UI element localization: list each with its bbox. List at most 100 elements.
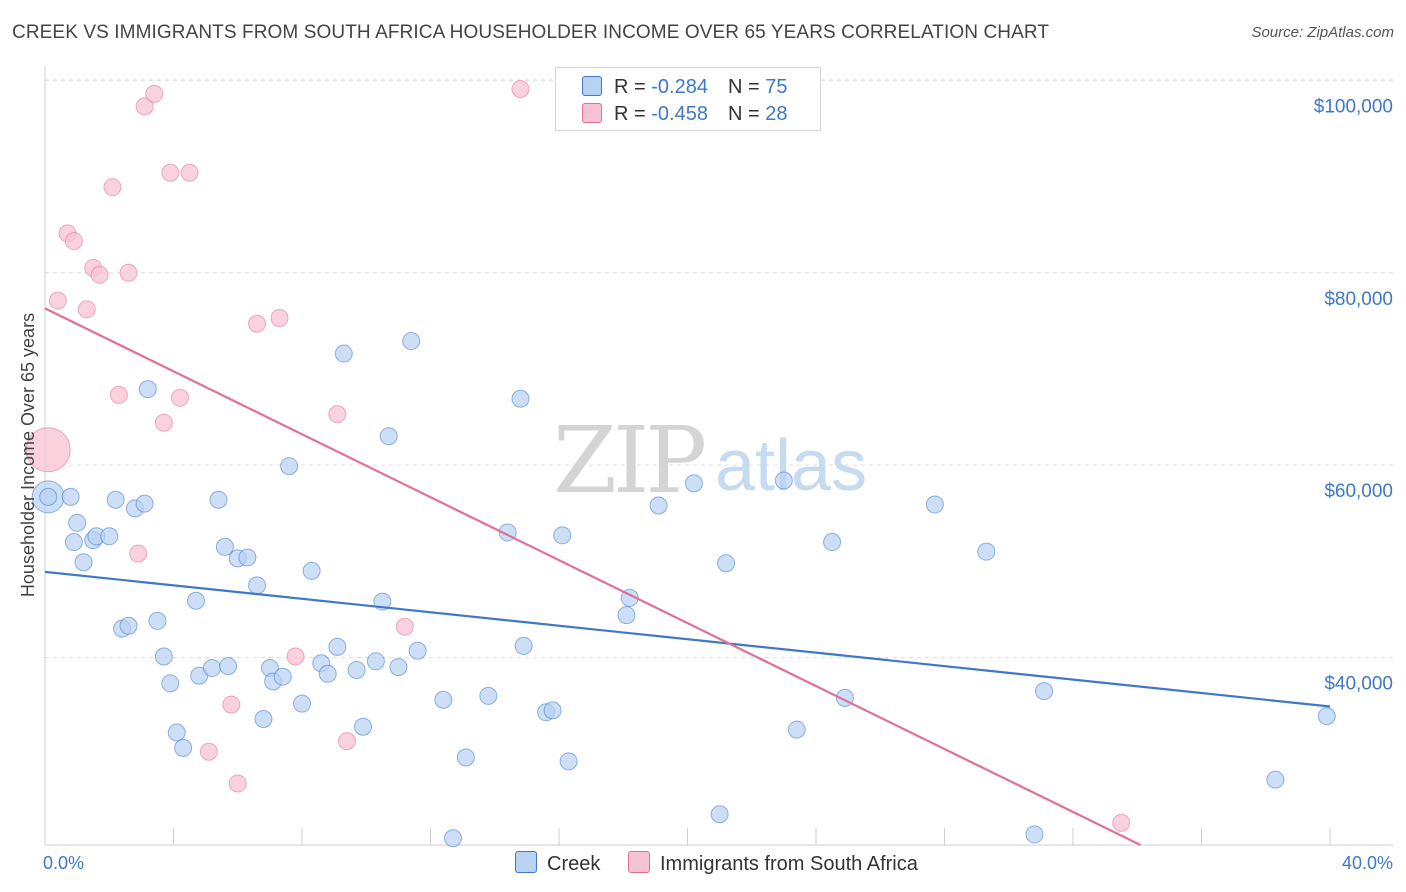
sa-trend-line [44,307,1141,846]
creek-point [1025,825,1044,844]
sa-point [286,647,305,666]
creek-point [334,344,353,363]
sa-point [135,97,154,116]
creek-point [186,591,205,610]
creek-point [710,805,729,824]
creek-point [402,332,421,351]
creek-point [318,664,337,683]
creek-point [617,606,636,625]
legend-creek-r-label: R = [614,76,652,98]
sa-point [103,178,122,197]
sa-point [154,413,173,432]
creek-point [154,647,173,666]
sa-point [228,774,247,793]
creek-point [774,471,793,490]
creek-point [302,561,321,580]
tick-labels: $40,000 $60,000 $80,000 $100,000 0.0% 40.0% [43,96,1393,873]
creek-point [649,496,668,515]
chart-title: CREEK VS IMMIGRANTS FROM SOUTH AFRICA HO… [12,22,1050,43]
watermark: ZIP atlas [553,407,867,514]
watermark-zip: ZIP [553,407,704,514]
sa-point [170,388,189,407]
creek-point [219,657,238,676]
legend-sa-r-value: -0.458 [651,103,708,125]
sa-point [64,232,83,251]
sa-point [129,544,148,563]
creek-point [684,474,703,493]
creek-point [434,690,453,709]
sa-point [270,308,289,327]
watermark-atlas: atlas [715,426,867,506]
sa-point [161,163,180,182]
creek-point [925,495,944,514]
creek-point [64,533,83,552]
creek-point [238,548,257,567]
legend-sa-r-label: R = [614,103,652,125]
creek-point [977,542,996,561]
sa-point [248,314,267,333]
creek-point [354,717,373,736]
bottom-legend-creek: Creek [515,851,600,876]
bottom-legend-creek-label: Creek [547,853,601,875]
creek-point [254,710,273,729]
legend-row-creek: R = -0.284 N = 75 [582,76,787,99]
stats-legend: R = -0.284 N = 75 R = -0.458 N = 28 [555,67,821,131]
creek-trend-line [44,570,1331,708]
creek-point [511,389,530,408]
bottom-sa-swatch [628,851,650,873]
creek-point [39,487,58,506]
creek-point [135,494,154,513]
creek-point [119,616,138,635]
creek-point [1317,707,1336,726]
creek-point [389,658,408,677]
y-tick-label: $40,000 [1324,673,1393,694]
y-tick-label: $80,000 [1324,289,1393,310]
sa-point [222,695,241,714]
grid-lines [45,79,1393,658]
sa-point [328,405,347,424]
bottom-legend-sa-label: Immigrants from South Africa [660,853,918,875]
creek-points [31,332,1336,848]
sa-point [337,732,356,751]
legend-creek-n-label: N = [727,76,766,98]
sa-point [119,263,138,282]
creek-point [293,694,311,713]
sa-point [1112,813,1131,832]
creek-point [273,667,292,686]
creek-point [379,427,398,446]
sa-point [25,427,71,473]
creek-point [1035,682,1054,701]
creek-point [559,752,578,771]
creek-point [1266,770,1285,789]
trend-lines [44,307,1331,846]
creek-point [456,748,475,767]
creek-point [514,636,533,655]
creek-point [106,490,125,509]
creek-point [328,637,347,656]
y-tick-label: $100,000 [1314,96,1393,117]
legend-sa-n-label: N = [727,103,766,125]
creek-point [174,738,193,757]
sa-point [77,300,96,319]
creek-point [347,660,366,679]
creek-point [148,611,167,630]
creek-point [479,686,498,705]
creek-point [138,380,157,399]
creek-point [366,652,385,671]
creek-point [74,553,93,572]
sa-points [25,80,1131,832]
creek-point [787,720,806,739]
creek-point [161,674,180,693]
sa-point [180,163,199,182]
y-axis-label: Householder Income Over 65 years [18,313,38,597]
legend-sa-n-value: 28 [765,103,788,125]
legend-creek-r-value: -0.284 [651,76,708,98]
creek-point [203,659,222,678]
x-tick-label-max: 40.0% [1342,853,1393,873]
creek-point [553,526,572,545]
sa-point [511,80,530,99]
creek-point [408,641,427,660]
creek-point [100,527,119,546]
sa-point [199,742,218,761]
